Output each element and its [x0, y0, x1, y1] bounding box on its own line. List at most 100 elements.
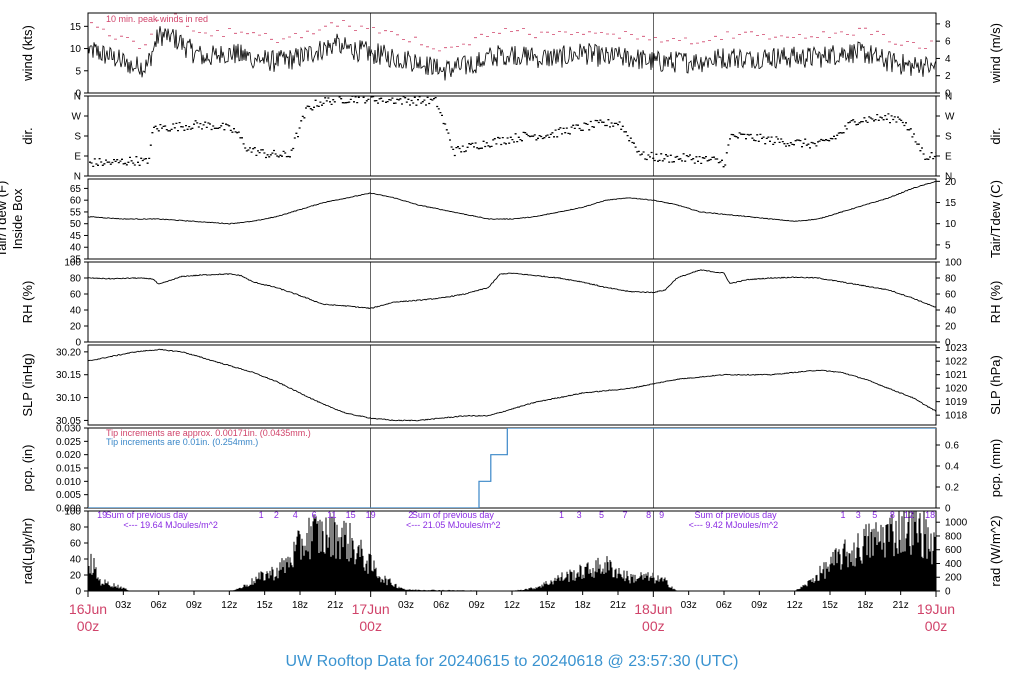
panel-rh: 0 20 40 60 80 100 0 20 40 60 80 100 RH (%) RH (%) — [20, 258, 1003, 349]
y-axis-label-right: rad (W/m^2) — [988, 515, 1003, 586]
left-tick-label: 30.10 — [56, 393, 81, 404]
direction-points — [89, 96, 936, 168]
time-tick-label: 09z — [186, 600, 202, 611]
tip-note-1: Tip increments are approx. 0.00171in. (0… — [106, 428, 311, 438]
hour-number: 7 — [623, 510, 628, 520]
y-axis-label-left: Inside Box — [10, 188, 25, 249]
hour-number: 18 — [925, 510, 935, 520]
left-tick-label: 0.025 — [56, 437, 81, 448]
left-tick-label: 0.000 — [56, 504, 81, 515]
time-tick-label: 15z — [257, 600, 273, 611]
left-tick-label: 60 — [70, 539, 82, 550]
panel-data — [88, 13, 936, 81]
time-tick-label: 06z — [151, 600, 167, 611]
hour-number: 8 — [890, 510, 895, 520]
day-time-label: 00z — [359, 618, 382, 634]
hour-number: 2 — [274, 510, 279, 520]
left-tick-label: N — [74, 92, 81, 103]
left-tick-label: 100 — [64, 507, 81, 518]
peak-wind-note: 10 min. peak winds in red — [106, 14, 208, 24]
right-tick-label: E — [945, 152, 952, 163]
left-tick-label: 5 — [75, 66, 81, 77]
day-time-label: 00z — [77, 618, 100, 634]
left-tick-label: 0.015 — [56, 464, 81, 475]
panel-frame — [87, 178, 937, 260]
time-tick-label: 09z — [751, 600, 767, 611]
right-tick-label: 1019 — [945, 397, 968, 408]
time-tick-label: 18z — [292, 600, 308, 611]
right-tick-label: 6 — [945, 37, 951, 48]
hour-number: 15 — [346, 510, 356, 520]
y-axis-label-left: rad(Lgly/hr) — [20, 518, 35, 584]
hour-number: 1 — [840, 510, 845, 520]
day-label: 16Jun — [69, 601, 107, 617]
right-tick-label: 0 — [945, 338, 951, 349]
right-tick-label: 800 — [945, 531, 962, 542]
left-tick-label: 20 — [70, 571, 82, 582]
time-tick-label: 21z — [327, 600, 343, 611]
time-tick-label: 03z — [398, 600, 414, 611]
hour-number: 19 — [97, 510, 107, 520]
right-tick-label: 600 — [945, 545, 962, 556]
hour-number: 12 — [904, 510, 914, 520]
panel-slp: 30.05 30.10 30.15 30.20 1018 1019 1020 1021 1022… — [20, 343, 1003, 427]
left-tick-label: 55 — [70, 207, 82, 218]
right-tick-label: 1018 — [945, 411, 968, 422]
panel-frame — [87, 344, 937, 426]
y-axis-label-right: wind (m/s) — [988, 23, 1003, 84]
right-tick-label: 1023 — [945, 343, 968, 354]
time-tick-label: 09z — [469, 600, 485, 611]
right-tick-label: 15 — [945, 198, 957, 209]
temp-trace — [88, 180, 936, 225]
right-tick-label: 0.6 — [945, 441, 959, 452]
panel-data — [88, 511, 936, 591]
day-label: 18Jun — [634, 601, 672, 617]
right-tick-label: 400 — [945, 559, 962, 570]
y-axis-label-right: dir. — [988, 127, 1003, 144]
day-sum-value: <--- 19.64 MJoules/m^2 — [123, 520, 218, 530]
right-tick-label: 200 — [945, 573, 962, 584]
y-axis-label-right: SLP (hPa) — [988, 355, 1003, 415]
left-tick-label: N — [74, 172, 81, 183]
time-tick-label: 03z — [681, 600, 697, 611]
right-tick-label: 1020 — [945, 384, 968, 395]
rh-trace — [88, 269, 936, 310]
left-tick-label: 30.20 — [56, 347, 81, 358]
right-tick-label: 60 — [945, 290, 957, 301]
left-tick-label: 35 — [70, 255, 82, 266]
right-tick-label: N — [945, 92, 952, 103]
right-tick-label: 0 — [945, 89, 951, 100]
left-tick-label: E — [74, 152, 81, 163]
left-tick-label: 60 — [70, 290, 82, 301]
time-tick-label: 12z — [787, 600, 803, 611]
y-axis-label-right: RH (%) — [988, 281, 1003, 324]
left-tick-label: 60 — [70, 196, 82, 207]
right-tick-label: 4 — [945, 54, 951, 65]
panel-data — [89, 96, 936, 168]
tip-note-2: Tip increments are 0.01in. (0.254mm.) — [106, 437, 258, 447]
right-tick-label: 20 — [945, 322, 957, 333]
panel-data — [88, 180, 936, 225]
right-tick-label: 80 — [945, 274, 957, 285]
panel-data — [88, 428, 936, 508]
left-tick-label: W — [72, 112, 82, 123]
hour-number: 5 — [872, 510, 877, 520]
y-axis-label-left: SLP (inHg) — [20, 353, 35, 416]
right-tick-label: 1022 — [945, 357, 968, 368]
left-tick-label: S — [74, 132, 81, 143]
right-tick-label: 40 — [945, 306, 957, 317]
hour-number: 8 — [646, 510, 651, 520]
y-axis-label-left: wind (kts) — [20, 25, 35, 82]
left-tick-label: 40 — [70, 306, 82, 317]
left-tick-label: 45 — [70, 231, 82, 242]
y-axis-label-right: Tair/Tdew (C) — [988, 180, 1003, 258]
left-tick-label: 30.05 — [56, 416, 81, 427]
left-tick-label: 100 — [64, 258, 81, 269]
panel-frame — [87, 95, 937, 177]
radiation-bars — [88, 511, 936, 591]
right-tick-label: 2 — [945, 71, 951, 82]
y-axis-label-right: pcp. (mm) — [988, 439, 1003, 498]
time-tick-label: 21z — [893, 600, 909, 611]
hour-number: 3 — [577, 510, 582, 520]
